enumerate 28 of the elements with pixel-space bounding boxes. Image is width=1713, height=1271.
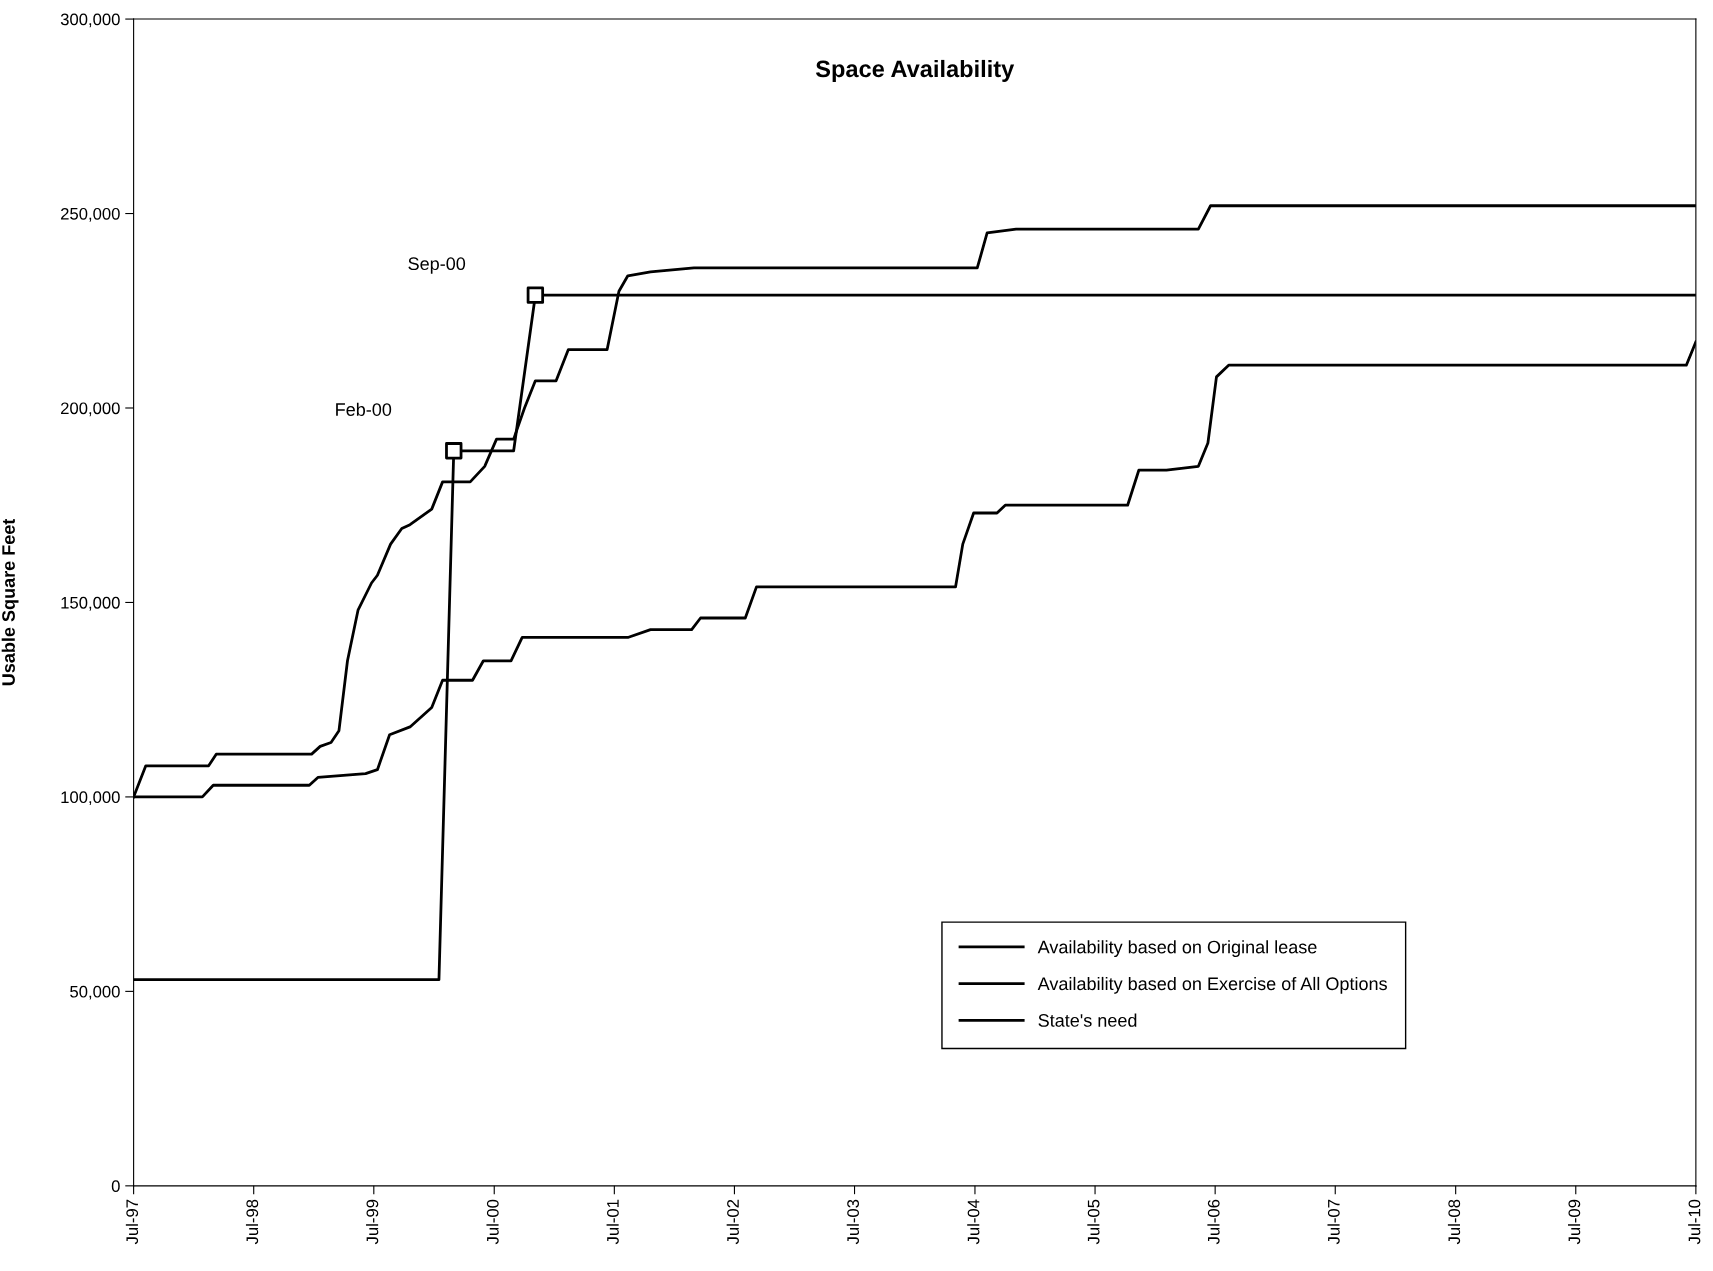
y-tick-label: 300,000 — [60, 13, 120, 28]
annotation: Feb-00 — [336, 402, 392, 416]
x-tick-label: Jul-97 — [125, 1199, 139, 1245]
x-tick-label: Jul-10 — [1688, 1199, 1701, 1245]
y-tick-label: 200,000 — [61, 402, 120, 417]
x-tick-label: Jul-02 — [726, 1199, 739, 1245]
x-tick-label: Jul-01 — [606, 1199, 619, 1245]
x-tick-label: Jul-06 — [1207, 1199, 1220, 1245]
y-tick-label: 50,000 — [70, 985, 120, 1000]
y-tick-label: 250,000 — [61, 207, 120, 222]
x-tick-label: Jul-07 — [1327, 1199, 1340, 1245]
text: Space Availability — [815, 59, 1015, 82]
x-tick-label: Jul-08 — [1447, 1199, 1461, 1245]
x-tick-label: Jul-98 — [245, 1199, 259, 1245]
x-tick-label: Jul-04 — [967, 1199, 980, 1245]
x-tick-label: Jul-09 — [1568, 1199, 1581, 1245]
x-tick-label: Jul-99 — [366, 1199, 379, 1245]
y-tick-label: 150,000 — [61, 596, 120, 611]
legend-label: Availability based on Exercise of All Options — [1037, 976, 1387, 994]
legend-label: State's need — [1038, 1013, 1137, 1027]
legend-label: Availability based on Original lease — [1037, 940, 1317, 958]
y-axis-title: Usable Square Feet — [1, 518, 19, 686]
y-tick-label: 0 — [111, 1180, 120, 1193]
y-tick-label: 100,000 — [61, 791, 120, 806]
x-tick-label: Jul-03 — [846, 1199, 859, 1245]
x-tick-label: Jul-00 — [486, 1199, 499, 1245]
x-tick-label: Jul-05 — [1087, 1199, 1100, 1245]
annotation: Sep-00 — [408, 257, 466, 274]
